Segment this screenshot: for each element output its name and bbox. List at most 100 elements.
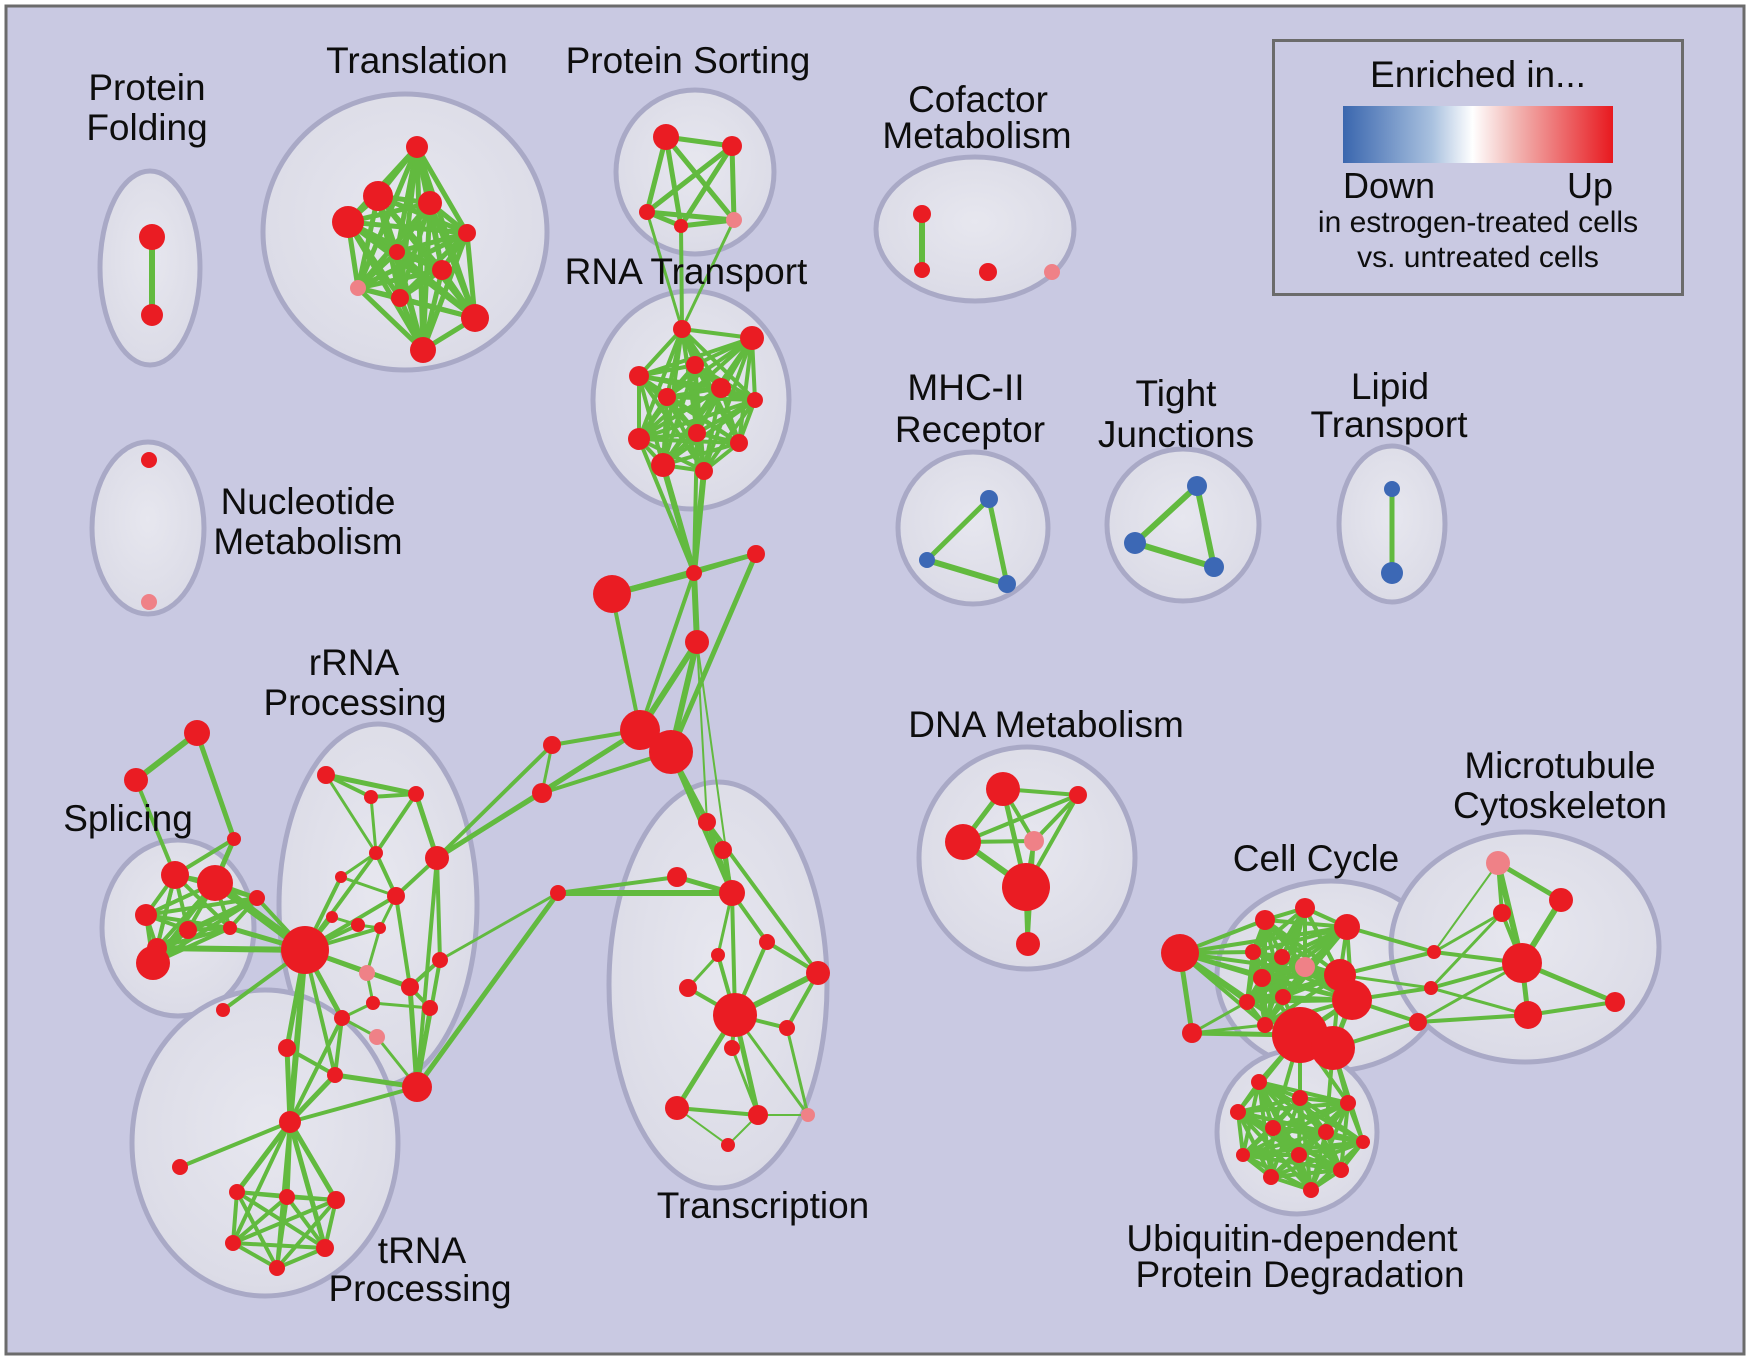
- cluster-label-protein-folding: Folding: [86, 107, 207, 148]
- edge: [194, 730, 237, 842]
- node-u2: [1292, 1090, 1308, 1106]
- cluster-label-tight-junctions: Junctions: [1098, 414, 1254, 455]
- node-n5: [327, 1191, 345, 1209]
- edge: [231, 1195, 289, 1245]
- node-h2: [919, 552, 935, 568]
- node-p5: [223, 921, 237, 935]
- edge: [231, 1190, 239, 1245]
- node-tc6: [711, 948, 725, 962]
- node-cc7: [1295, 957, 1315, 977]
- cluster-label-transcription: Transcription: [657, 1185, 869, 1226]
- node-r15: [366, 996, 380, 1010]
- cluster-label-dna-metabolism: DNA Metabolism: [908, 704, 1184, 745]
- node-t1: [406, 136, 428, 158]
- node-r13: [401, 978, 419, 996]
- node-t8: [350, 280, 366, 296]
- edge: [134, 778, 177, 877]
- cluster-label-cell-cycle: Cell Cycle: [1233, 838, 1400, 879]
- node-c3: [543, 736, 561, 754]
- edge: [729, 143, 737, 223]
- node-f1: [913, 205, 931, 223]
- node-u6: [1318, 1124, 1334, 1140]
- cluster-label-protein-sorting: Protein Sorting: [566, 40, 811, 81]
- node-n7: [316, 1239, 334, 1257]
- edge: [345, 219, 470, 236]
- node-cc8: [1253, 969, 1271, 987]
- node-tc9: [713, 993, 757, 1037]
- edge: [644, 143, 735, 215]
- cluster-ellipse-cofactor-metabolism: [873, 154, 1077, 304]
- legend-up-label: Up: [1566, 165, 1613, 206]
- node-cc12: [1332, 980, 1372, 1020]
- node-tc5: [759, 934, 775, 950]
- node-cc3: [1295, 898, 1315, 918]
- node-l1: [1384, 481, 1400, 497]
- node-u7: [1356, 1135, 1370, 1149]
- edge: [407, 984, 420, 1090]
- node-rt7: [747, 392, 763, 408]
- node-tc0: [550, 885, 566, 901]
- node-f3: [979, 263, 997, 281]
- edge: [668, 551, 759, 755]
- edge: [275, 1198, 338, 1270]
- node-m4: [1502, 943, 1542, 983]
- cluster-label-microtubule-cytoskeleton: Microtubule: [1464, 745, 1655, 786]
- legend: Enriched in... Down Up in estrogen-treat…: [1272, 39, 1684, 296]
- node-cr3: [1409, 1013, 1427, 1031]
- edge: [1429, 911, 1504, 990]
- cluster-label-nucleotide-metabolism: Metabolism: [213, 521, 402, 562]
- edge: [178, 1120, 292, 1169]
- edge: [924, 496, 992, 563]
- node-p1: [161, 861, 189, 889]
- cluster-ellipse-nucleotide-metabolism: [89, 439, 207, 617]
- edge: [287, 947, 308, 1125]
- edge: [644, 209, 737, 223]
- node-s2: [722, 136, 742, 156]
- node-r4: [369, 846, 383, 860]
- node-tc11: [724, 1040, 740, 1056]
- node-l2: [1381, 562, 1403, 584]
- edge: [339, 851, 378, 879]
- node-r6: [387, 887, 405, 905]
- node-h1: [980, 490, 998, 508]
- edge: [680, 327, 757, 402]
- node-n3: [229, 1184, 245, 1200]
- node-tc4: [719, 880, 745, 906]
- edge: [355, 249, 400, 291]
- edge: [1433, 862, 1499, 953]
- edge: [231, 1120, 292, 1245]
- node-r14: [432, 952, 448, 968]
- node-p6: [249, 890, 265, 906]
- node-cc10: [1239, 994, 1255, 1010]
- node-r5: [335, 871, 347, 883]
- edge: [288, 1085, 419, 1124]
- legend-title: Enriched in...: [1370, 54, 1586, 95]
- edge: [1236, 1101, 1350, 1114]
- edge: [637, 437, 706, 473]
- edge: [355, 267, 445, 291]
- cluster-label-nucleotide-metabolism: Nucleotide: [221, 481, 396, 522]
- edge: [661, 398, 757, 467]
- edge: [638, 571, 696, 732]
- node-t5: [458, 224, 476, 242]
- cluster-label-cofactor-metabolism: Metabolism: [882, 115, 1071, 156]
- node-n2: [172, 1159, 188, 1175]
- node-cr1: [1427, 945, 1441, 959]
- edge: [1416, 1013, 1530, 1024]
- node-r17: [334, 1010, 350, 1026]
- edge: [333, 1016, 344, 1077]
- node-c2: [649, 730, 693, 774]
- node-r8: [326, 911, 338, 923]
- node-tc14: [801, 1108, 815, 1122]
- node-n6: [225, 1235, 241, 1251]
- edge: [637, 374, 757, 402]
- edge: [1269, 1168, 1343, 1179]
- node-cc14: [1257, 1017, 1273, 1033]
- edge: [1245, 950, 1255, 1004]
- node-d2: [1069, 786, 1087, 804]
- edge: [1241, 1130, 1328, 1157]
- edge: [1429, 986, 1530, 1017]
- node-rt1: [673, 320, 691, 338]
- node-m2: [1549, 888, 1573, 912]
